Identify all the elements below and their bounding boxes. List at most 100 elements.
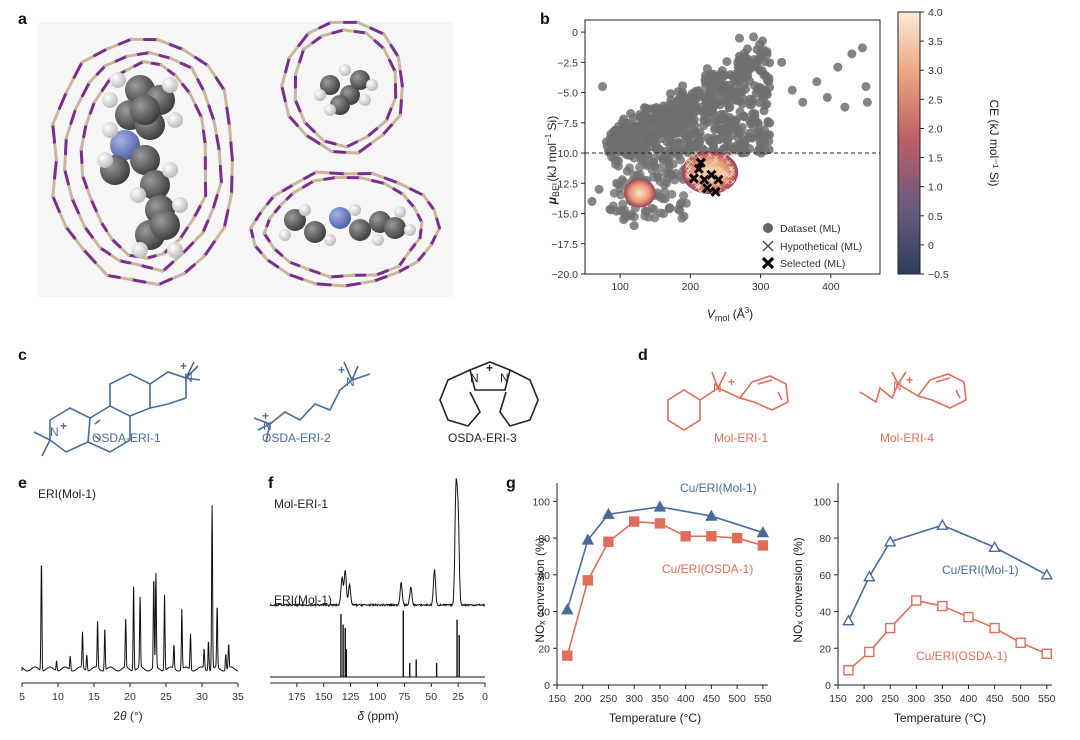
osda-2-n2: N [346, 375, 355, 389]
osda-1-n2: N [50, 425, 59, 439]
dataset-point [615, 184, 624, 193]
atom [132, 242, 148, 258]
osda-3-n1: N [470, 371, 479, 385]
series-marker-square [733, 534, 742, 543]
g2-ylabel: NOₓ conversion (%) [791, 537, 805, 642]
dataset-point [674, 205, 683, 214]
dataset-point [650, 213, 659, 222]
mol-eri-1-label: Mol-ERI-1 [714, 431, 768, 445]
colorbar [898, 12, 920, 274]
g-xtick-label: 300 [908, 693, 926, 705]
dataset-point [863, 98, 872, 107]
dataset-point [732, 96, 741, 105]
legend-dataset: Dataset (ML) [780, 223, 841, 235]
dataset-point [598, 82, 607, 91]
dataset-point [734, 70, 743, 79]
atom [102, 122, 118, 138]
e-xtick-label: 5 [19, 691, 25, 703]
framework-bond [345, 152, 358, 153]
dataset-point [640, 211, 649, 220]
atom [167, 112, 183, 128]
panel-a-structures [38, 22, 453, 297]
colorbar-tick-label: 4.0 [928, 7, 943, 19]
atom [384, 217, 406, 239]
dataset-point [588, 197, 597, 206]
g-ytick-label: 20 [819, 643, 831, 655]
dataset-point [756, 66, 765, 75]
dataset-point [656, 151, 665, 160]
g1-xlabel: Temperature (°C) [609, 711, 701, 725]
b-xtick-label: 100 [611, 281, 629, 293]
g-ytick-label: 40 [819, 607, 831, 619]
atom [150, 210, 180, 240]
atom [299, 204, 311, 216]
g-xtick-label: 400 [677, 693, 695, 705]
framework-bond [203, 131, 205, 144]
dataset-point [655, 177, 664, 186]
b-xtick-label: 400 [822, 281, 840, 293]
dataset-point [858, 43, 867, 52]
series-marker-triangle [655, 502, 665, 511]
dataset-point [681, 112, 690, 121]
f-xtick-label: 50 [425, 691, 437, 703]
dataset-point [649, 137, 658, 146]
dataset-point [595, 185, 604, 194]
e-xtick-label: 30 [196, 691, 208, 703]
dataset-point [666, 89, 675, 98]
dataset-point [840, 103, 849, 112]
framework-bond [55, 160, 57, 178]
atom [404, 224, 416, 236]
series-marker-square [707, 532, 716, 541]
framework-bond [202, 118, 204, 131]
f-xtick-label: 175 [288, 691, 306, 703]
dataset-point [745, 144, 754, 153]
series-marker-triangle [864, 572, 874, 581]
b-xtick-label: 300 [752, 281, 770, 293]
g-ytick-label: 60 [819, 570, 831, 582]
g-xtick-label: 500 [1012, 693, 1030, 705]
mol-eri-4-label: Mol-ERI-4 [880, 431, 934, 445]
atom [372, 234, 384, 246]
dataset-point [699, 108, 708, 117]
dataset-point [605, 205, 614, 214]
series-marker-square [964, 613, 973, 622]
dataset-point [722, 57, 731, 66]
dataset-point [753, 147, 762, 156]
series-marker-square [758, 541, 767, 550]
series-marker-square [990, 624, 999, 633]
atom [329, 207, 351, 229]
framework-bond [53, 124, 55, 142]
g1-legend-osda: Cu/ERI(OSDA-1) [662, 562, 753, 576]
osda-2-plus2: + [338, 363, 345, 377]
series-marker-square [865, 647, 874, 656]
osda-1-plus2: + [60, 419, 67, 433]
series-marker-square [1016, 638, 1025, 647]
g-xtick-label: 550 [1038, 693, 1056, 705]
colorbar-tick-label: 3.0 [928, 65, 943, 77]
framework-bond [220, 166, 221, 181]
dataset-point [739, 53, 748, 62]
dataset-point [643, 161, 652, 170]
atom [324, 104, 336, 116]
dataset-point [747, 117, 756, 126]
dataset-point [761, 57, 770, 66]
framework-bond [229, 126, 231, 143]
framework-bond [316, 284, 331, 285]
dataset-point [620, 205, 629, 214]
dataset-point [732, 141, 741, 150]
xrd-pattern-line [22, 505, 238, 671]
dataset-point [665, 153, 674, 162]
dataset-point [760, 138, 769, 147]
b-xlabel: Vmol (Å3) [707, 306, 753, 323]
atom [130, 95, 160, 125]
g-xtick-label: 200 [574, 693, 592, 705]
dataset-point [705, 137, 714, 146]
dataset-point [690, 108, 699, 117]
dataset-point [655, 105, 664, 114]
hypothetical-point [688, 190, 692, 194]
framework-bond [330, 276, 342, 277]
panel-label-e: e [18, 475, 27, 492]
dataset-point [847, 49, 856, 58]
osda-3-n2: N [500, 371, 509, 385]
